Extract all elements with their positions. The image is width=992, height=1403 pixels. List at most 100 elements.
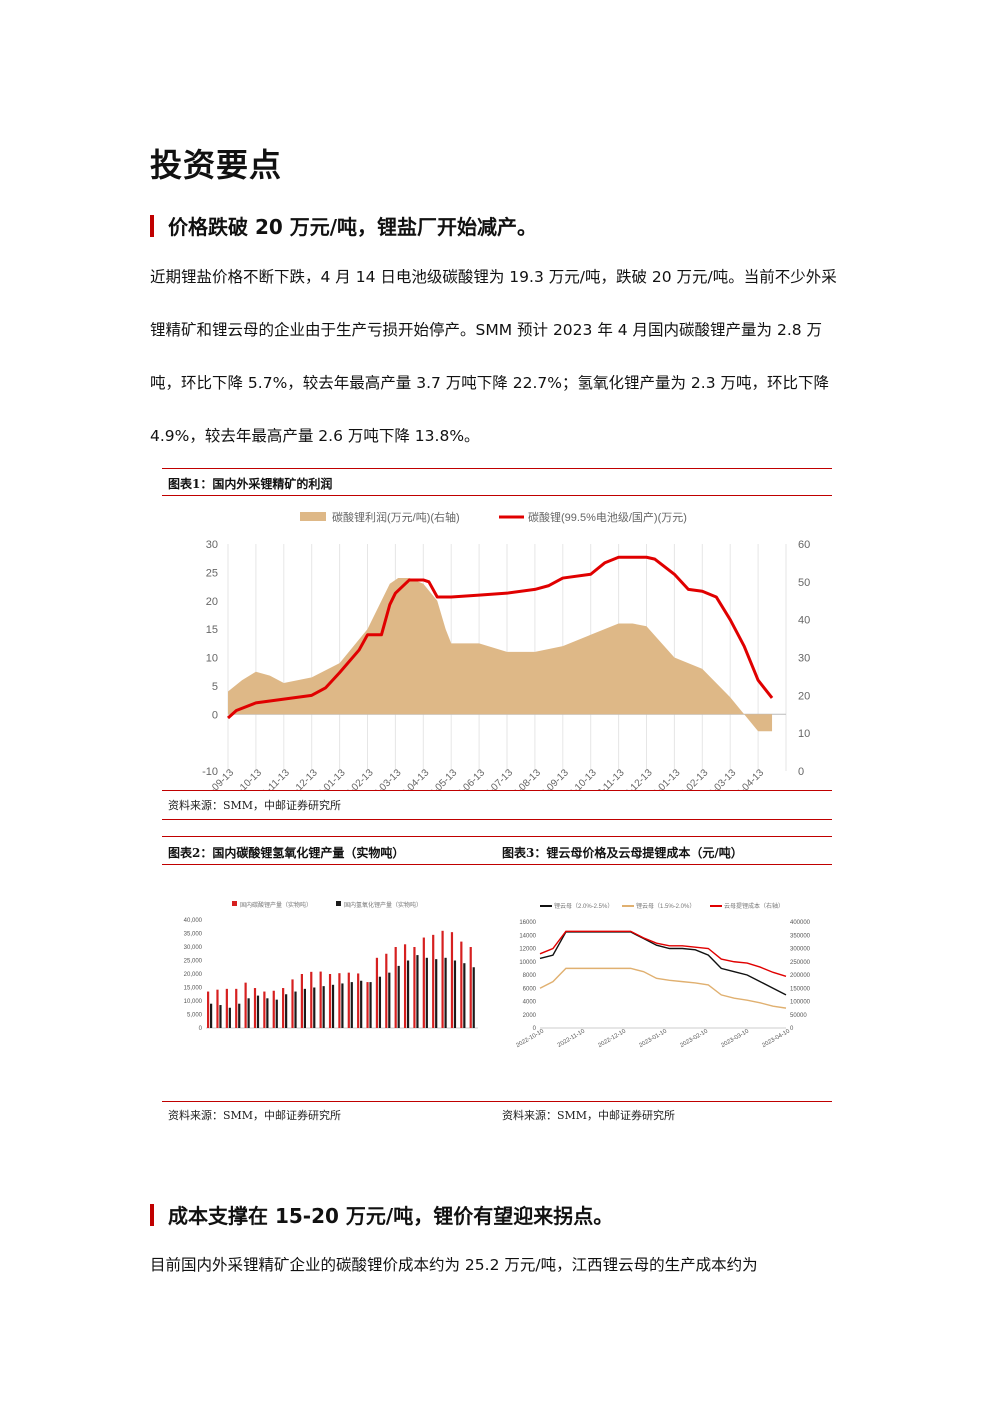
figure2-chart: 国内碳酸锂产量（实物吨） 国内氢氧化锂产量（实物吨） 40,000 35,000 30,… (184, 901, 478, 1032)
right-axis-tick: 300000 (790, 947, 811, 953)
left-axis-tick: 20 (206, 596, 218, 608)
figure2-bars: 国内碳酸锂产量（实物吨） 国内氢氧化锂产量（实物吨） 40,000 35,000 30,… (184, 901, 478, 1032)
right-axis-tick: 50 (798, 577, 810, 589)
bar-hydroxide (369, 982, 372, 1028)
bar-hydroxide (472, 967, 475, 1028)
bar-hydroxide (406, 960, 410, 1028)
left-axis-tick: 10000 (519, 960, 536, 966)
y-axis-tick: 15,000 (184, 986, 203, 992)
bar-hydroxide (247, 998, 250, 1028)
x-axis-tick: 2022-12-10 (597, 1028, 627, 1049)
bar-carbonate (225, 988, 228, 1028)
bar-hydroxide (303, 988, 306, 1028)
left-axis-tick: -10 (202, 766, 218, 778)
x-axis-tick: 2023-01-10 (638, 1028, 668, 1049)
legend-label: 锂云母（2.0%-2.5%） (554, 902, 613, 910)
figure1-line-series (226, 555, 774, 720)
bar-carbonate (338, 973, 341, 1028)
figure1-title: 图表1：国内外采锂精矿的利润 (168, 477, 333, 491)
figure1-source: 资料来源：SMM，中邮证券研究所 (168, 799, 342, 812)
bar-carbonate (328, 974, 332, 1028)
bar-carbonate (300, 974, 303, 1028)
figure23-bottom-rule (162, 1101, 832, 1102)
left-axis-tick: 4000 (523, 1000, 537, 1006)
bar-carbonate (413, 947, 416, 1028)
left-axis-tick: 0 (533, 1026, 537, 1032)
figure3-chart: 锂云母（2.0%-2.5%） 锂云母（1.5%-2.0%） 云母提锂成本（右轴） 16… (515, 902, 810, 1049)
bar-carbonate (244, 982, 247, 1028)
bar-carbonate (235, 988, 238, 1028)
right-axis-tick: 200000 (790, 973, 811, 979)
bar-hydroxide (238, 1003, 241, 1028)
bar-hydroxide (388, 972, 391, 1028)
left-axis-tick: 10 (206, 653, 218, 665)
bar-carbonate (460, 941, 463, 1028)
right-axis-tick: 30 (798, 653, 810, 665)
legend-label-carbonate: 国内碳酸锂产量（实物吨） (240, 901, 312, 909)
right-axis-tick: 350000 (790, 933, 811, 939)
bar-hydroxide (256, 995, 260, 1028)
y-axis-tick: 0 (199, 1026, 203, 1032)
bar-carbonate (282, 988, 285, 1028)
bar-carbonate (263, 991, 266, 1028)
figure1-source-rule (162, 819, 832, 820)
bar-carbonate (291, 979, 294, 1028)
figure3-lines: 锂云母（2.0%-2.5%） 锂云母（1.5%-2.0%） 云母提锂成本（右轴） 16… (515, 902, 810, 1049)
bar-carbonate (432, 934, 435, 1028)
bar-carbonate (469, 947, 472, 1028)
bar-carbonate (366, 982, 369, 1028)
bar-hydroxide (275, 999, 278, 1028)
bar-hydroxide (425, 957, 428, 1028)
legend-label-price: 碳酸锂(99.5%电池级/国产)(万元) (528, 510, 687, 524)
bar-carbonate (207, 991, 210, 1028)
y-axis-tick: 30,000 (184, 945, 203, 951)
series-line (539, 930, 787, 977)
left-axis-tick: 0 (212, 709, 218, 721)
bar-hydroxide (435, 959, 438, 1028)
left-axis-tick: 8000 (523, 973, 537, 979)
bar-carbonate (441, 930, 444, 1028)
right-axis-tick: 10 (798, 728, 810, 740)
bar-carbonate (394, 947, 397, 1028)
x-axis-tick: 2023-03-10 (720, 1028, 750, 1049)
figure1-top-rule (162, 468, 832, 469)
y-axis-tick: 5,000 (187, 1013, 203, 1019)
bar-carbonate (253, 988, 257, 1028)
figure1-bottom-rule (162, 790, 832, 791)
right-axis-tick: 400000 (790, 920, 811, 926)
figure2-source: 资料来源：SMM，中邮证券研究所 (168, 1109, 342, 1122)
left-axis-tick: 5 (212, 681, 218, 693)
series-line (539, 967, 787, 1009)
legend-swatch-profit (300, 512, 326, 521)
right-axis-tick: 20 (798, 690, 810, 702)
right-axis-tick: 50000 (790, 1013, 807, 1019)
figure3-title: 图表3：锂云母价格及云母提锂成本（元/吨） (502, 846, 743, 860)
bar-hydroxide (397, 965, 400, 1028)
bar-hydroxide (463, 963, 466, 1028)
right-axis-tick: 250000 (790, 960, 811, 966)
bar-hydroxide (313, 987, 316, 1028)
section-paragraph-price: 近期锂盐价格不断下跌，4 月 14 日电池级碳酸锂为 19.3 万元/吨，跌破 … (150, 268, 837, 445)
bar-hydroxide (322, 986, 325, 1028)
figure3-source: 资料来源：SMM，中邮证券研究所 (502, 1109, 676, 1122)
left-axis-tick: 2000 (523, 1013, 537, 1019)
bar-hydroxide (266, 998, 269, 1028)
right-axis-tick: 40 (798, 615, 810, 627)
right-axis-tick: 100000 (790, 1000, 811, 1006)
x-axis-tick: 2022-10-10 (515, 1028, 545, 1049)
bar-carbonate (357, 973, 360, 1028)
bar-hydroxide (210, 1003, 213, 1028)
y-axis-tick: 20,000 (184, 972, 203, 978)
y-axis-tick: 10,000 (184, 999, 203, 1005)
section-heading-text: 价格跌破 20 万元/吨，锂盐厂开始减产。 (168, 215, 538, 239)
left-axis-tick: 12000 (519, 947, 536, 953)
bar-carbonate (422, 937, 425, 1028)
bar-hydroxide (350, 982, 353, 1028)
bar-hydroxide (378, 976, 382, 1028)
y-axis-tick: 35,000 (184, 932, 203, 938)
legend-label: 锂云母（1.5%-2.0%） (636, 902, 695, 910)
right-axis-tick: 60 (798, 539, 810, 551)
y-axis-tick: 25,000 (184, 959, 203, 965)
bar-hydroxide (285, 994, 288, 1028)
y-axis-tick: 40,000 (184, 918, 203, 924)
